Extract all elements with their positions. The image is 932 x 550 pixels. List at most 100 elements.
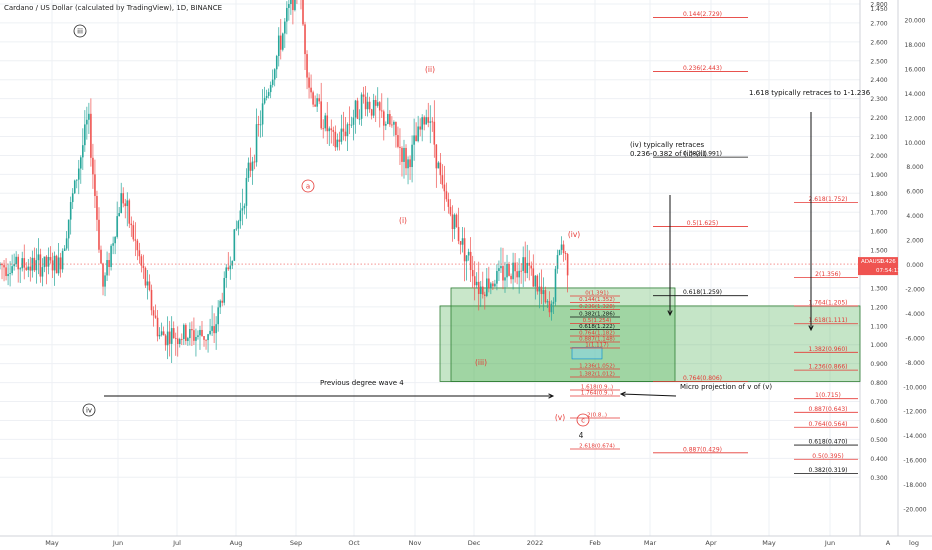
time-tick-label: Jul bbox=[172, 539, 181, 547]
price-tick-label: 1.200 bbox=[870, 304, 887, 311]
candle-body bbox=[205, 339, 207, 341]
candle-body bbox=[471, 270, 474, 277]
percent-tick-label: -6.000 bbox=[905, 335, 925, 342]
candle-body bbox=[290, 0, 292, 5]
candle-body bbox=[27, 266, 30, 270]
candle-body bbox=[496, 270, 498, 284]
candle-body bbox=[334, 131, 337, 148]
candle-body bbox=[490, 283, 492, 289]
fib-level-label: 2.618(1.752) bbox=[808, 196, 847, 203]
candle-body bbox=[154, 315, 157, 318]
candle-body bbox=[132, 225, 135, 240]
candle-body bbox=[564, 253, 567, 254]
candle-body bbox=[429, 121, 432, 123]
candle-body bbox=[271, 79, 274, 85]
candle-body bbox=[467, 251, 470, 256]
candle-body bbox=[360, 94, 363, 119]
candle-body bbox=[328, 128, 331, 132]
candle-body bbox=[415, 135, 417, 142]
fib-level-label: 0.764(0.806) bbox=[683, 375, 722, 382]
candle-body bbox=[387, 114, 389, 125]
candle-body bbox=[215, 324, 217, 334]
price-tick-label: 2.200 bbox=[870, 115, 887, 122]
fib-level-label: 0.618(0.470) bbox=[808, 439, 847, 446]
candle-body bbox=[100, 249, 102, 264]
fib-level-label: 1.618(1.111) bbox=[808, 317, 847, 324]
candle-body bbox=[536, 275, 539, 292]
candle-body bbox=[124, 203, 127, 207]
candle-body bbox=[461, 238, 464, 245]
candle-body bbox=[522, 257, 524, 272]
candle-body bbox=[558, 249, 561, 256]
fib-level-label: 0.764(1.182) bbox=[579, 331, 615, 337]
candle-body bbox=[312, 92, 314, 105]
annotation-iv-retraces-range: 0.236-0.382 of (ii)-(iii) bbox=[630, 150, 707, 158]
candle-body bbox=[318, 98, 320, 102]
axis-mode-auto: A bbox=[886, 539, 891, 547]
candle-body bbox=[140, 256, 143, 266]
price-tick-top: 1.450 bbox=[870, 6, 887, 13]
candle-body bbox=[481, 286, 484, 295]
candle-body bbox=[247, 162, 250, 178]
candle-body bbox=[447, 199, 450, 207]
candle-body bbox=[320, 101, 322, 129]
price-tick-label: 0.300 bbox=[870, 475, 887, 482]
candle-body bbox=[59, 257, 62, 270]
candle-body bbox=[15, 256, 17, 265]
candle-body bbox=[310, 87, 312, 93]
candle-body bbox=[75, 179, 78, 181]
candle-body bbox=[233, 229, 236, 261]
candle-body bbox=[411, 144, 413, 168]
candle-body bbox=[556, 255, 559, 269]
candle-body bbox=[385, 124, 387, 126]
candle-body bbox=[13, 264, 15, 267]
candle-body bbox=[255, 124, 258, 163]
percent-tick-label: -2.000 bbox=[905, 286, 925, 293]
candle-body bbox=[336, 139, 339, 148]
candle-body bbox=[350, 124, 353, 126]
candle-body bbox=[259, 124, 262, 126]
wave-label-circle bbox=[576, 413, 590, 427]
percent-tick-label: 8.000 bbox=[906, 164, 923, 171]
candle-body bbox=[524, 257, 526, 274]
candle-body bbox=[391, 124, 393, 126]
candle-body bbox=[356, 100, 359, 119]
candle-body bbox=[55, 255, 58, 274]
candle-body bbox=[231, 260, 234, 266]
candle-body bbox=[477, 281, 480, 294]
axis-mode-log: log bbox=[909, 539, 919, 547]
annotation-1618-retraces: 1.618 typically retraces to 1-1.236 bbox=[749, 89, 871, 97]
candle-body bbox=[286, 7, 288, 22]
candle-body bbox=[136, 240, 139, 251]
fib-level-label: 0.382(0.319) bbox=[808, 467, 847, 474]
wave-label: (i) bbox=[399, 216, 407, 225]
target-zone-wide bbox=[439, 305, 861, 382]
candle-body bbox=[267, 92, 270, 96]
price-tick-label: 1.000 bbox=[870, 342, 887, 349]
fib-level-label: 0.5(0.395) bbox=[812, 453, 843, 460]
candle-body bbox=[251, 161, 254, 171]
candle-body bbox=[146, 281, 149, 286]
price-tag-box bbox=[858, 257, 898, 276]
candle-body bbox=[372, 100, 375, 116]
candle-body bbox=[168, 331, 171, 344]
fib-level-label: 0.618(1.259) bbox=[683, 289, 722, 296]
price-tick-label: 2.500 bbox=[870, 58, 887, 65]
candle-body bbox=[201, 329, 203, 337]
candle-body bbox=[542, 290, 545, 295]
chart-title: Cardano / US Dollar (calculated by Tradi… bbox=[4, 4, 223, 12]
time-tick-label: Feb bbox=[589, 539, 601, 547]
candle-body bbox=[284, 21, 286, 34]
candle-body bbox=[413, 135, 415, 145]
candle-body bbox=[49, 256, 52, 261]
candle-body bbox=[112, 243, 114, 246]
candle-body bbox=[0, 263, 1, 266]
percent-tick-label: -8.000 bbox=[905, 360, 925, 367]
candle-body bbox=[160, 331, 163, 335]
candle-body bbox=[43, 256, 46, 268]
candle-body bbox=[488, 278, 490, 289]
annotation-iv-retraces: (iv) typically retraces bbox=[630, 141, 705, 149]
candle-body bbox=[35, 260, 38, 271]
candle-body bbox=[383, 111, 385, 126]
